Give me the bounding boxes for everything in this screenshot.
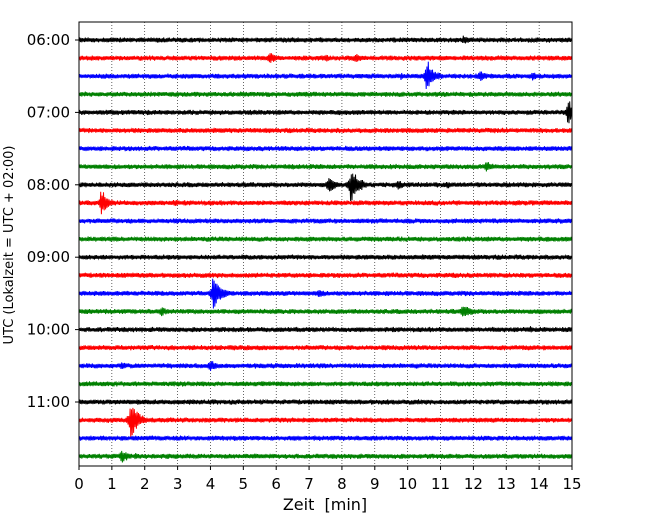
plot-frame [78, 21, 573, 467]
x-axis-label: Zeit [min] [283, 495, 367, 514]
seismogram-trace [78, 272, 573, 279]
x-tick-label: 2 [140, 475, 150, 493]
x-tick-label: 14 [530, 475, 549, 493]
seismogram-trace [78, 145, 573, 152]
x-tick-label: 5 [239, 475, 249, 493]
x-tick-label: 11 [431, 475, 450, 493]
seismogram-trace [78, 173, 573, 202]
y-tick-label: 07:00 [27, 103, 70, 121]
seismogram-trace [78, 326, 573, 333]
x-tick-label: 9 [370, 475, 380, 493]
seismogram-trace [78, 306, 573, 317]
x-tick-label: 0 [74, 475, 84, 493]
seismogram-trace [78, 434, 573, 441]
seismogram-trace [78, 398, 573, 406]
seismogram-trace [78, 278, 573, 309]
y-tick-label: 06:00 [27, 31, 70, 49]
x-tick-label: 10 [398, 475, 417, 493]
y-tick-label: 10:00 [27, 321, 70, 339]
seismogram-trace [78, 253, 573, 261]
trace-group [78, 35, 573, 463]
grid-lines [111, 22, 540, 466]
x-tick-label: 7 [304, 475, 314, 493]
y-tick-label: 09:00 [27, 248, 70, 266]
seismogram-trace [78, 218, 573, 224]
x-tick-label: 3 [173, 475, 183, 493]
x-tick-label: 6 [271, 475, 281, 493]
seismogram-trace [78, 407, 573, 438]
x-tick-label: 4 [206, 475, 216, 493]
seismogram-trace [78, 53, 573, 63]
seismogram-trace [78, 91, 573, 97]
x-tick-label: 12 [464, 475, 483, 493]
x-axis-ticks: 0 1 2 3 4 5 6 7 8 9 10 11 12 13 14 15 [74, 466, 582, 493]
x-tick-label: 8 [337, 475, 347, 493]
seismogram-trace [78, 127, 573, 134]
x-tick-label: 15 [562, 475, 581, 493]
seismogram-trace [78, 35, 573, 44]
x-tick-label: 13 [497, 475, 516, 493]
seismogram-trace [78, 345, 573, 351]
seismogram-trace [78, 361, 573, 371]
seismogram-trace [78, 191, 573, 215]
y-axis-label: UTC (Lokalzeit = UTC + 02:00) [2, 146, 17, 345]
seismogram-trace [78, 61, 573, 90]
y-tick-label: 08:00 [27, 176, 70, 194]
seismogram-trace [78, 162, 573, 172]
y-tick-label: 11:00 [27, 393, 70, 411]
y-axis-ticks: 06:00 07:00 08:00 09:00 10:00 11:00 [27, 31, 79, 411]
seismogram-trace [78, 450, 573, 463]
seismogram-trace [78, 235, 573, 243]
seismogram-trace [78, 101, 573, 124]
seismogram-trace [78, 380, 573, 388]
x-tick-label: 1 [107, 475, 117, 493]
